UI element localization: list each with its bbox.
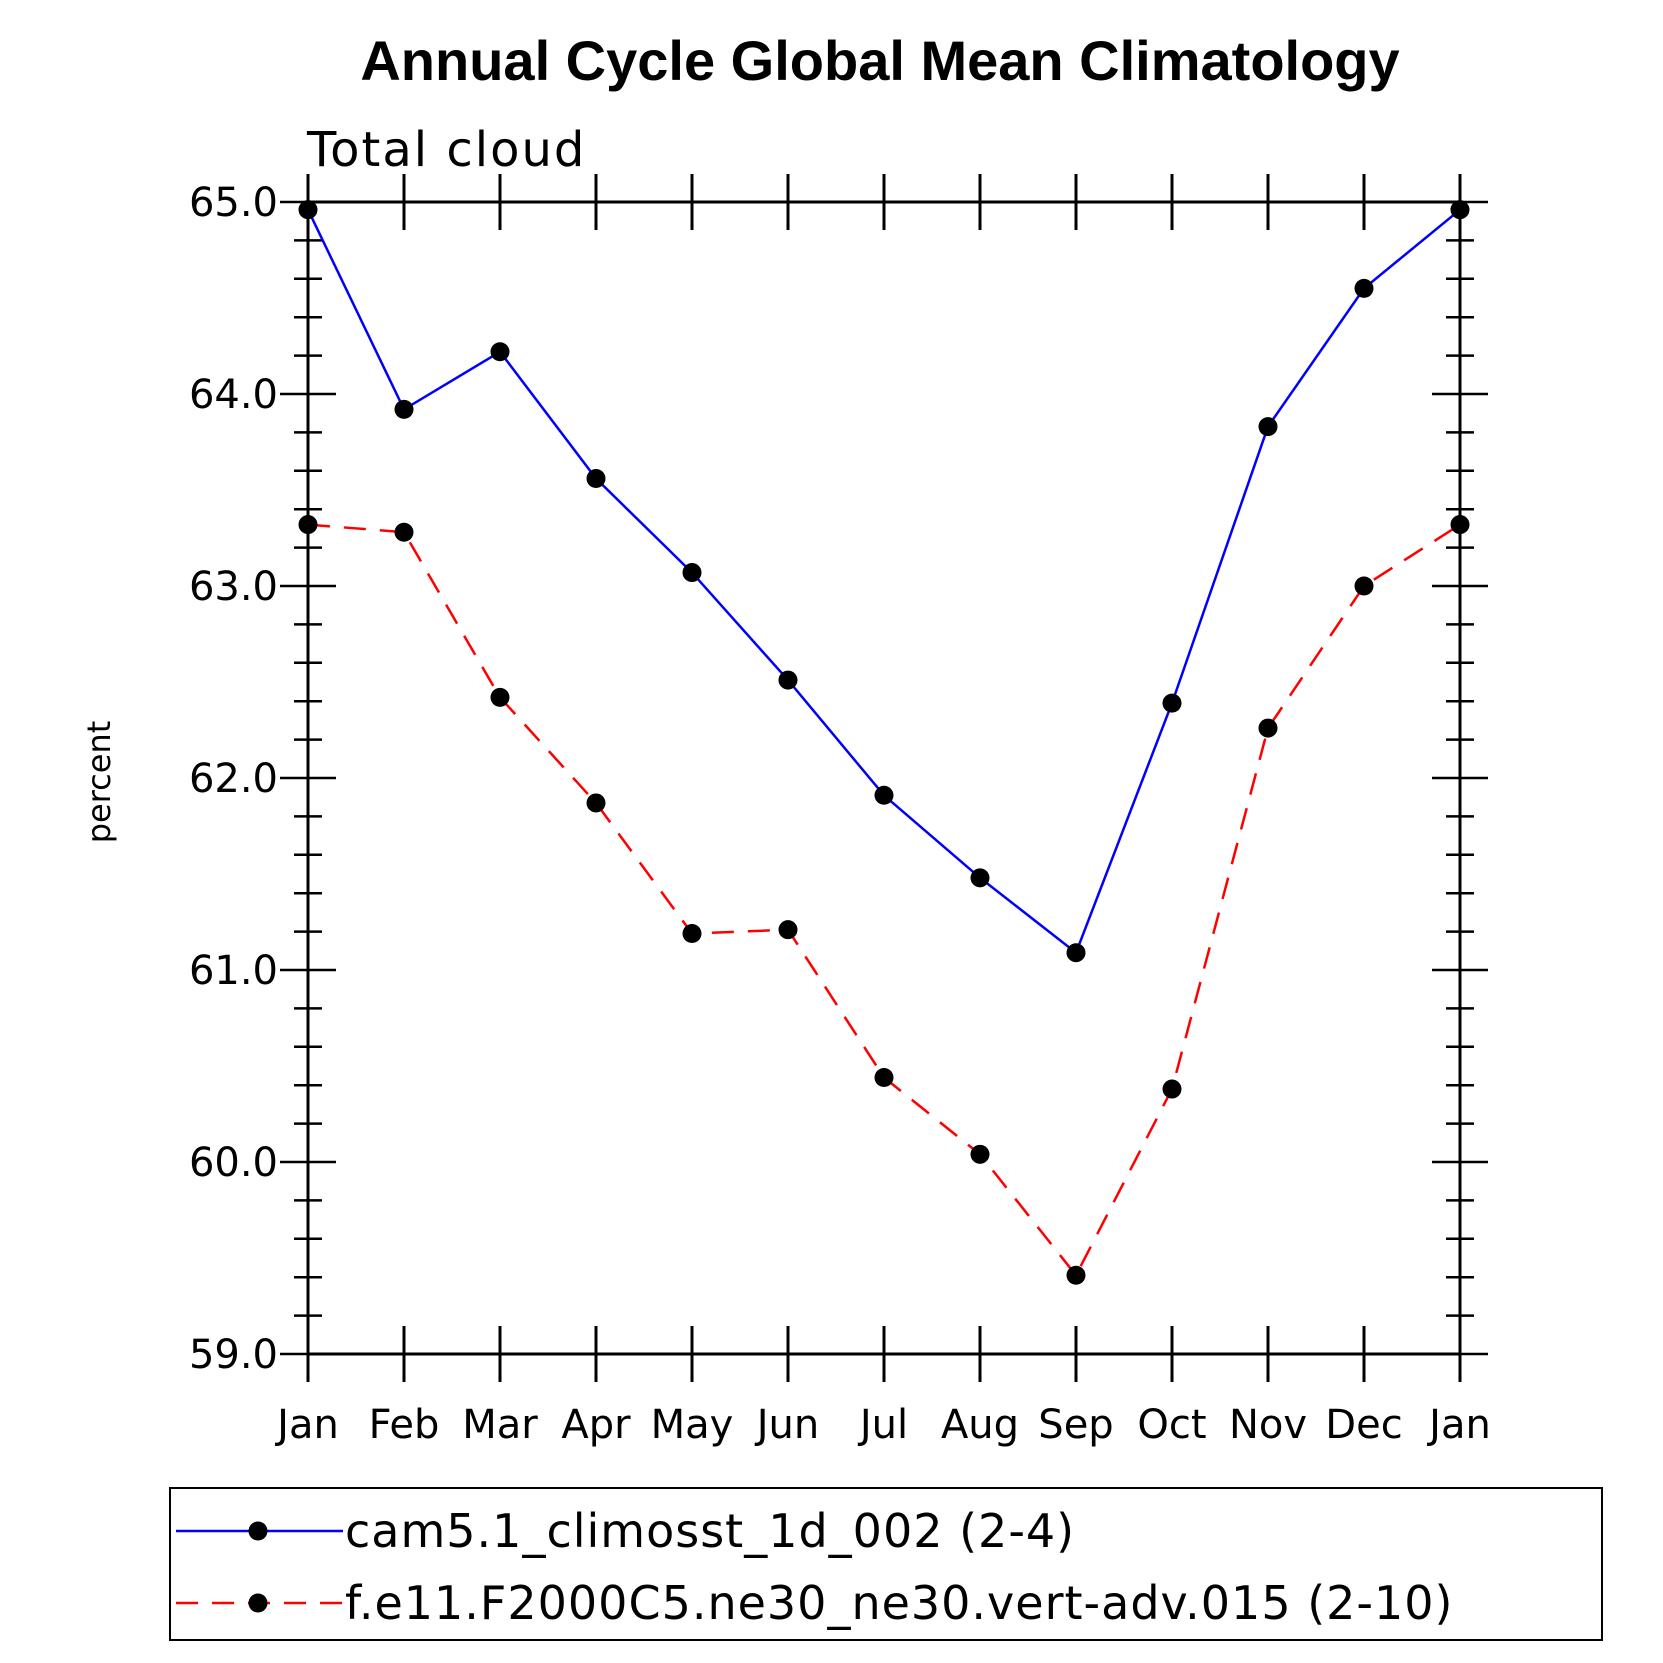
series-1-point (586, 468, 606, 488)
legend-marker-1 (248, 1521, 268, 1541)
series-2-point (394, 522, 414, 542)
series-2-point (1258, 718, 1278, 738)
series-2-point (298, 515, 318, 535)
legend-frame (169, 1487, 1603, 1641)
y-tick-label: 60.0 (189, 1140, 278, 1186)
series-2-point (874, 1068, 894, 1088)
y-tick-label: 62.0 (189, 756, 278, 802)
axis-ticks (280, 174, 1488, 1382)
legend-entries: cam5.1_climosst_1d_002 (2-4) f.e11.F2000C… (176, 1504, 1454, 1630)
chart-title: Annual Cycle Global Mean Climatology (360, 29, 1399, 92)
series-2-point (1450, 515, 1470, 535)
series-1-point (970, 868, 990, 888)
series-1-point (874, 785, 894, 805)
x-tick-label: Jan (1426, 1402, 1491, 1448)
series-1-point (394, 399, 414, 419)
series-2-point (1162, 1079, 1182, 1099)
series-1-point (490, 342, 510, 362)
x-tick-label: Jun (754, 1402, 820, 1448)
legend-label-1: cam5.1_climosst_1d_002 (2-4) (345, 1504, 1075, 1558)
chart-subtitle: Total cloud (306, 122, 586, 178)
x-tick-label: Oct (1137, 1402, 1206, 1448)
series-points (298, 200, 1470, 1285)
x-tick-label: Aug (941, 1402, 1019, 1448)
y-tick-label: 61.0 (189, 948, 278, 994)
series-2-point (1066, 1265, 1086, 1285)
series-2-point (778, 920, 798, 940)
y-tick-label: 59.0 (189, 1332, 278, 1378)
series-2-point (682, 924, 702, 944)
x-tick-label: Sep (1038, 1402, 1113, 1448)
series-1-point (1354, 278, 1374, 298)
y-tick-label: 64.0 (189, 372, 278, 418)
x-tick-labels: Jan Feb Mar Apr May Jun Jul Aug Sep Oct Nov Dec Jan (274, 1402, 1491, 1448)
x-tick-label: Jan (274, 1402, 339, 1448)
series-line-1 (306, 208, 1461, 955)
series-line-2 (307, 523, 1461, 1278)
plot-frame (306, 200, 1462, 1356)
legend: cam5.1_climosst_1d_002 (2-4) f.e11.F2000C… (169, 1487, 1603, 1641)
series-1-point (1450, 200, 1470, 220)
series-1-point (778, 670, 798, 690)
y-axis-label: percent (80, 721, 118, 844)
series-2-point (586, 793, 606, 813)
series-lines (306, 208, 1461, 1278)
y-tick-label: 65.0 (189, 180, 278, 226)
x-tick-label: Nov (1229, 1402, 1307, 1448)
series-1-point (682, 563, 702, 583)
x-tick-label: Apr (561, 1402, 631, 1448)
series-1-point (1258, 417, 1278, 437)
x-tick-label: Feb (369, 1402, 440, 1448)
series-1-point (1162, 693, 1182, 713)
x-tick-label: Mar (462, 1402, 538, 1448)
x-tick-label: Jul (857, 1402, 908, 1448)
series-1-point (298, 200, 318, 220)
y-tick-labels: 59.0 60.0 61.0 62.0 63.0 64.0 65.0 (189, 180, 278, 1378)
y-tick-label: 63.0 (189, 564, 278, 610)
legend-marker-2 (248, 1593, 268, 1613)
series-2-point (490, 687, 510, 707)
series-2-point (970, 1144, 990, 1164)
series-2-point (1354, 576, 1374, 596)
legend-label-2: f.e11.F2000C5.ne30_ne30.vert-adv.015 (2-… (345, 1576, 1454, 1630)
series-1-point (1066, 943, 1086, 963)
x-tick-label: Dec (1325, 1402, 1402, 1448)
x-tick-label: May (651, 1402, 734, 1448)
